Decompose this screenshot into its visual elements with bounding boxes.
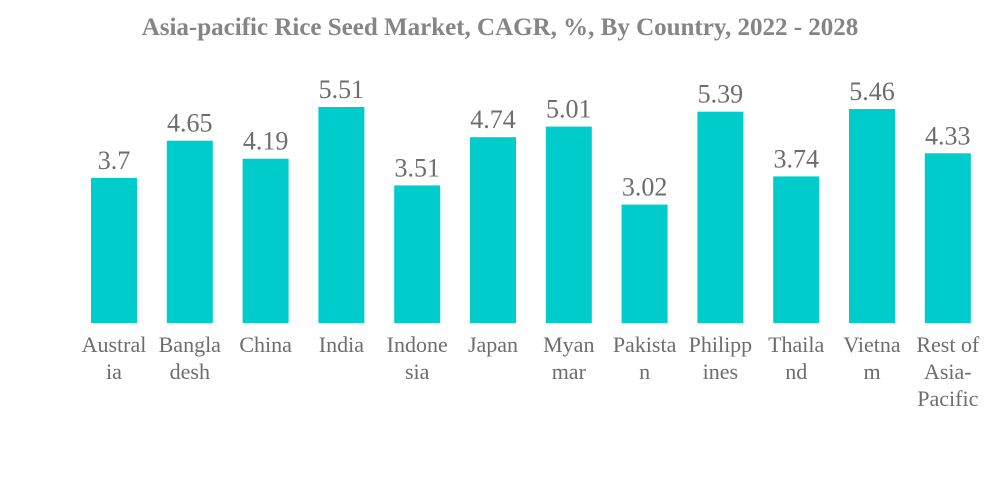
category-label-japan: Japan [468, 332, 518, 357]
category-label-bangladesh: Bangla desh [159, 332, 222, 384]
category-label-myanmar: Myan mar [543, 332, 594, 384]
value-label-bangladesh: 4.65 [167, 109, 213, 138]
category-label-philippines: Philipp ines [689, 332, 753, 384]
category-label-rest-of-asia-pacific: Rest of Asia-Pacific [916, 332, 980, 411]
value-label-china: 4.19 [243, 127, 289, 156]
bar-bangladesh [166, 140, 213, 323]
bar-australia [91, 178, 137, 323]
bar-vietnam [849, 109, 895, 323]
bar-thailand [773, 176, 820, 323]
value-label-indonesia: 3.51 [394, 153, 440, 182]
category-label-pakistan: Pakista n [613, 332, 677, 384]
value-label-pakistan: 3.02 [622, 173, 668, 202]
bars-group [91, 107, 971, 323]
bar-rest-of-asia-pacific [924, 153, 971, 323]
bar-philippines [697, 111, 744, 323]
value-label-myanmar: 5.01 [546, 95, 592, 124]
bar-india [318, 107, 365, 323]
category-label-australia: Austral ia [82, 332, 147, 384]
category-label-thailand: Thaila nd [768, 332, 824, 384]
chart-title: Asia-pacific Rice Seed Market, CAGR, %, … [141, 14, 859, 41]
value-label-vietnam: 5.46 [849, 77, 895, 106]
value-label-philippines: 5.39 [698, 80, 744, 109]
value-label-thailand: 3.74 [773, 144, 819, 173]
bar-china [242, 158, 289, 323]
bar-indonesia [394, 185, 441, 323]
value-label-india: 5.51 [319, 75, 365, 104]
bar-japan [470, 137, 516, 323]
bar-pakistan [621, 204, 668, 323]
value-label-australia: 3.7 [98, 146, 131, 175]
category-label-india: India [319, 332, 364, 357]
value-label-rest-of-asia-pacific: 4.33 [925, 121, 971, 150]
value-label-japan: 4.74 [470, 105, 516, 134]
category-label-vietnam: Vietna m [843, 332, 901, 384]
value-labels-group: 3.7 4.65 4.19 5.51 3.51 4.74 5.01 3.02 5.39 3.74 5… [98, 75, 971, 202]
category-label-china: China [239, 332, 292, 357]
category-label-indonesia: Indone sia [387, 332, 448, 384]
bar-myanmar [545, 126, 592, 323]
